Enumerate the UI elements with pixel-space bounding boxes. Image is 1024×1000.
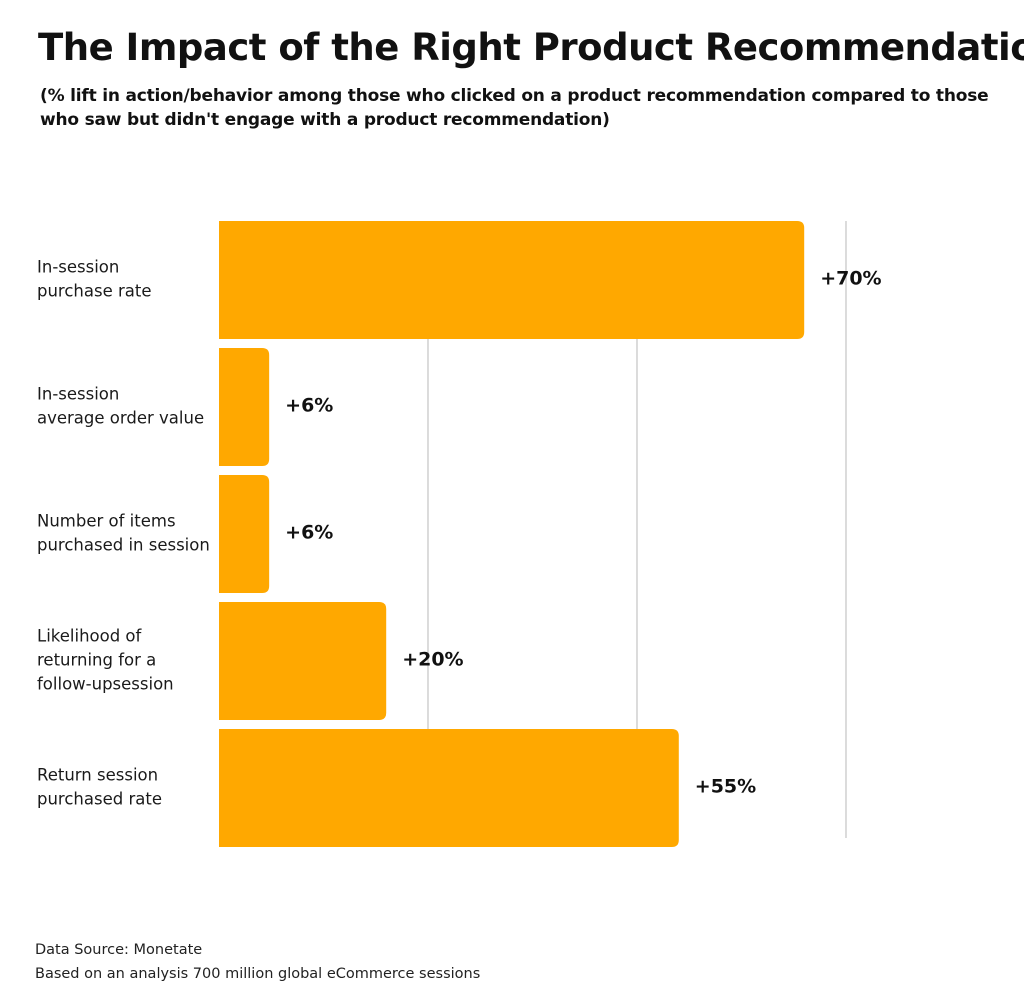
category-label-5: Return session purchased rate — [37, 766, 162, 809]
value-label-1: +70% — [820, 268, 881, 290]
bar-1 — [219, 221, 805, 339]
value-label-2: +6% — [285, 395, 333, 417]
category-label-line: In-session — [37, 385, 119, 404]
category-label-line: Likelihood of — [37, 627, 143, 646]
chart-title: The Impact of the Right Product Recommen… — [38, 26, 1024, 69]
category-label-1: In-session purchase rate — [37, 258, 152, 301]
chart-subtitle: (% lift in action/behavior among those w… — [40, 86, 989, 130]
bars — [219, 221, 805, 847]
category-label-line: Return session — [37, 766, 158, 785]
bar-3 — [219, 475, 270, 593]
category-label-3: Number of items purchased in session — [37, 512, 210, 555]
data-source-note: Data Source: Monetate — [35, 942, 203, 958]
category-label-4: Likelihood of returning for a follow-upses… — [37, 627, 174, 694]
category-label-line: follow-upsession — [37, 675, 174, 694]
value-label-3: +6% — [285, 522, 333, 544]
category-label-line: returning for a — [37, 651, 156, 670]
value-label-5: +55% — [695, 776, 756, 798]
bar-4 — [219, 602, 387, 720]
category-label-line: purchased in session — [37, 536, 210, 555]
labels: +70% In-session purchase rate +6% In-session… — [37, 258, 882, 809]
category-label-line: purchase rate — [37, 282, 152, 301]
bar-2 — [219, 348, 270, 466]
footer: Data Source: Monetate Based on an analys… — [35, 938, 480, 986]
analysis-note: Based on an analysis 700 million global … — [35, 966, 481, 982]
category-label-line: purchased rate — [37, 790, 162, 809]
value-label-4: +20% — [402, 649, 463, 671]
category-label-line: Number of items — [37, 512, 176, 531]
category-label-line: In-session — [37, 258, 119, 277]
bar-5 — [219, 729, 679, 847]
category-label-2: In-session average order value — [37, 385, 204, 428]
category-label-line: average order value — [37, 409, 204, 428]
